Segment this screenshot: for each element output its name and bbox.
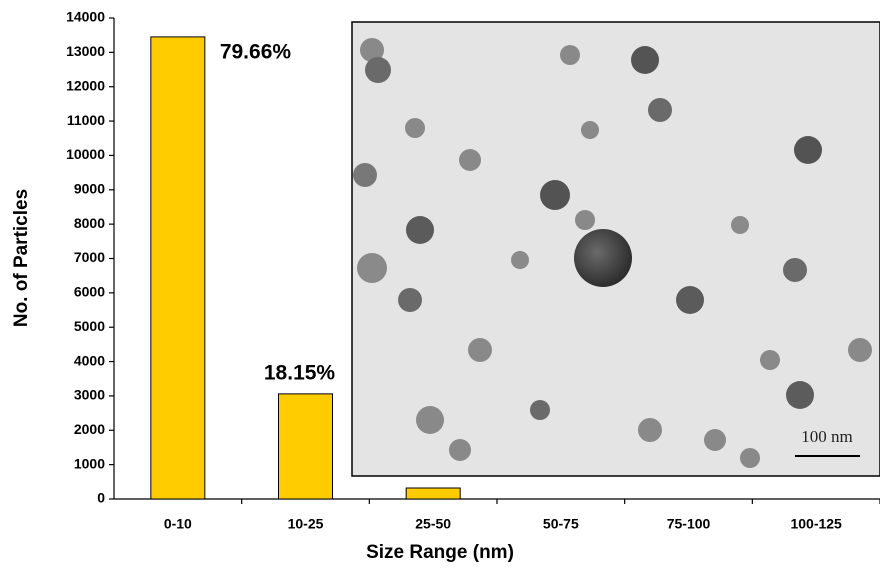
x-tick-label: 100-125 [790, 516, 842, 532]
y-tick-label: 12000 [66, 77, 105, 93]
annotation: 79.66% [220, 40, 292, 63]
y-tick-label: 7000 [74, 249, 105, 265]
y-tick-label: 3000 [74, 387, 105, 403]
y-axis-label: No. of Particles [11, 189, 32, 327]
y-tick-label: 1000 [74, 455, 105, 471]
scale-bar-label: 100 nm [801, 427, 852, 446]
x-tick-label: 0-10 [164, 516, 192, 532]
y-tick-label: 0 [97, 490, 105, 506]
x-tick-label: 10-25 [288, 516, 324, 532]
chart: Size Range (nm) No. of Particles 0 1000 20… [0, 0, 880, 573]
y-tick-label: 9000 [74, 180, 105, 196]
y-tick-label: 13000 [66, 43, 105, 59]
y-tick-label: 11000 [67, 112, 105, 128]
x-tick-label: 25-50 [415, 516, 451, 532]
y-tick-label: 6000 [74, 284, 105, 300]
bar [406, 488, 460, 499]
y-tick-label: 4000 [74, 352, 105, 368]
x-tick-label: 75-100 [667, 516, 711, 532]
inset-image: 100 nm [352, 22, 880, 476]
y-tick-label: 5000 [74, 318, 105, 334]
annotation: 18.15% [264, 361, 336, 384]
y-tick-label: 8000 [74, 215, 105, 231]
y-tick-label: 14000 [66, 9, 105, 25]
bar [151, 37, 205, 499]
bar [279, 394, 333, 499]
x-tick-label: 50-75 [543, 516, 579, 532]
y-tick-label: 2000 [74, 421, 105, 437]
x-axis-label: Size Range (nm) [366, 542, 514, 563]
y-tick-label: 10000 [66, 146, 105, 162]
